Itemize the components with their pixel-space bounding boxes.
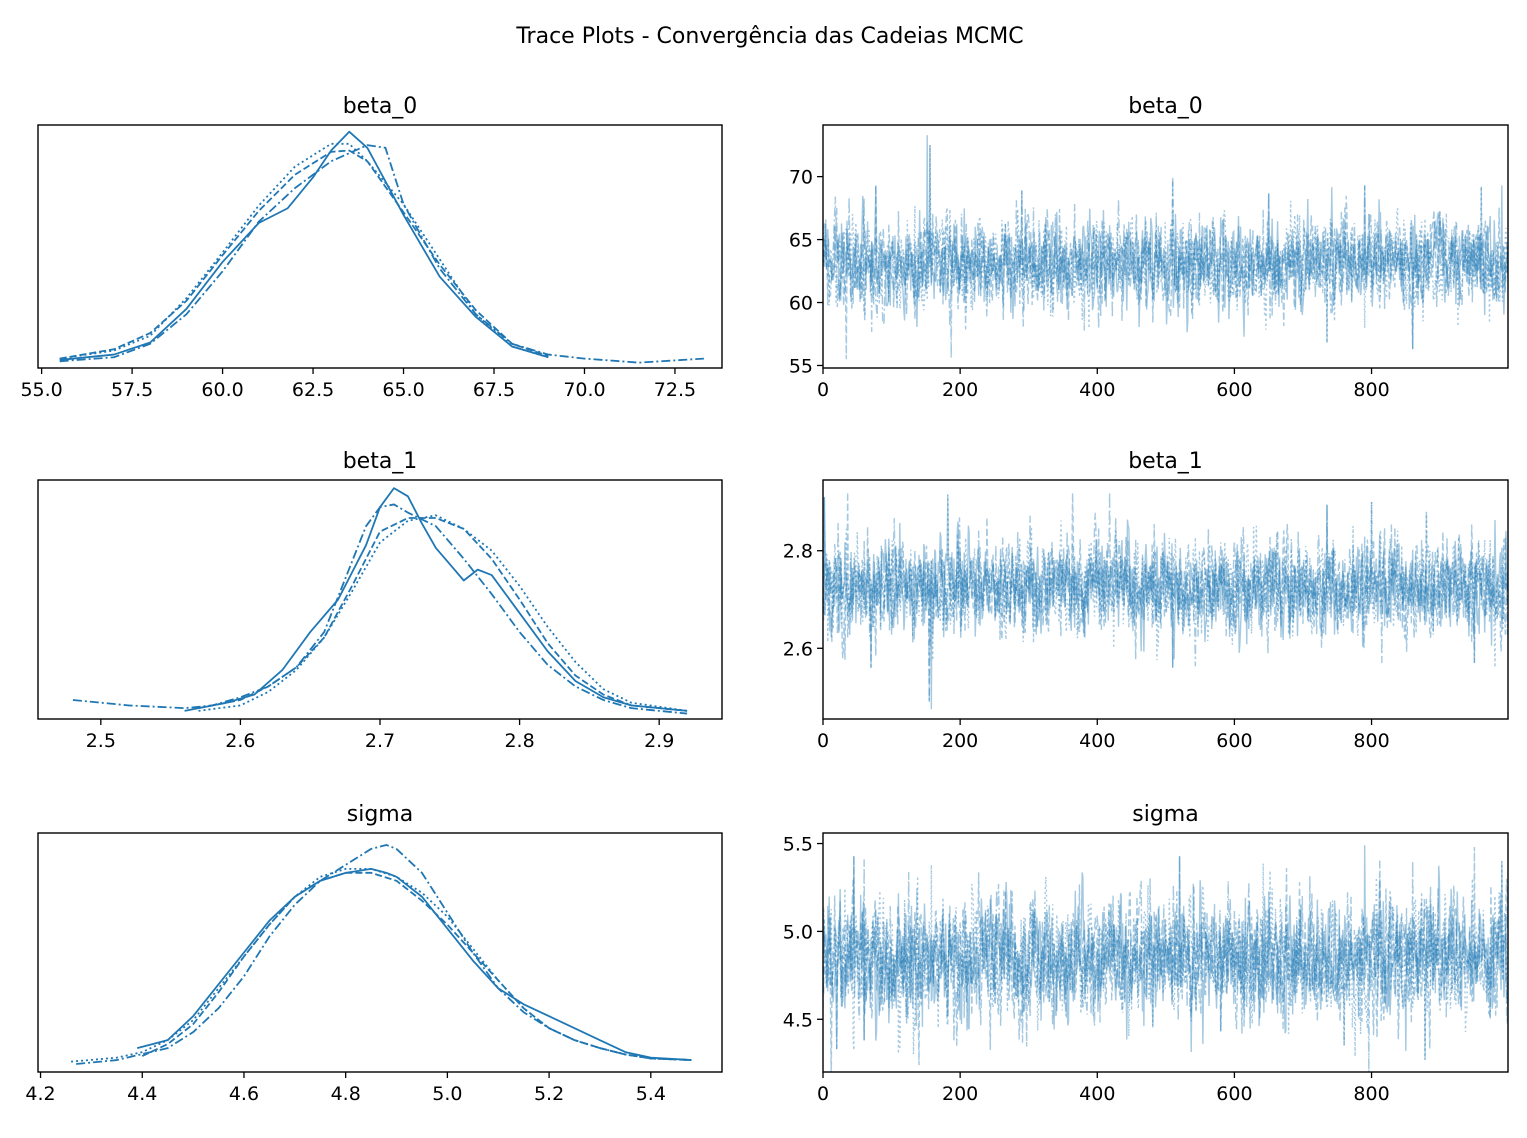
kde-sigma-panel: sigma 4.2 4.4 4.6 4.8 5.0 5.2 5.4 [25, 802, 723, 1105]
kde-beta1-xtick-label: 2.8 [504, 730, 534, 752]
kde-beta0-chain-1 [59, 149, 549, 360]
trace-beta1-chain-0 [823, 494, 1508, 710]
kde-beta1-title: beta_1 [343, 449, 418, 474]
trace-beta0-xtick-label: 0 [817, 379, 829, 401]
kde-sigma-plot-area [70, 844, 692, 1065]
kde-beta0-xtick-label: 70.0 [563, 379, 605, 401]
trace-sigma-xtick-label: 200 [942, 1083, 978, 1105]
trace-sigma-chain-0 [823, 845, 1508, 1052]
trace-sigma-frame [822, 832, 1509, 1073]
trace-beta0-ytick-label: 65 [789, 230, 813, 252]
kde-sigma-xtick-label: 5.2 [534, 1083, 564, 1105]
trace-beta0-plot-area [823, 135, 1508, 360]
trace-beta1-xtick-label: 200 [942, 730, 978, 752]
kde-beta0-xtick-label: 72.5 [654, 379, 696, 401]
kde-beta0-plot-area [59, 130, 704, 364]
kde-beta0-xtick-label: 62.5 [292, 379, 334, 401]
trace-beta1-xtick-label: 0 [817, 730, 829, 752]
trace-sigma-chain-3 [823, 861, 1508, 1060]
kde-sigma-chain-1 [141, 871, 692, 1061]
trace-beta1-ytick-label: 2.8 [783, 541, 813, 563]
trace-sigma-ytick-label: 5.5 [783, 834, 813, 856]
trace-sigma-plot-area [823, 845, 1508, 1072]
kde-beta0-xtick-label: 65.0 [382, 379, 424, 401]
trace-beta0-chain-2 [823, 177, 1508, 358]
trace-sigma-xtick-label: 400 [1079, 1083, 1115, 1105]
trace-sigma-ytick-label: 4.5 [783, 1009, 813, 1031]
kde-beta1-xtick-label: 2.9 [644, 730, 674, 752]
trace-beta1-plot-area [823, 492, 1508, 710]
trace-beta1-chain-3 [823, 494, 1508, 668]
kde-sigma-xtick-label: 4.8 [331, 1083, 361, 1105]
kde-sigma-chain-3 [70, 867, 692, 1063]
kde-sigma-chain-0 [136, 867, 692, 1061]
figure-suptitle: Trace Plots - Convergência das Cadeias M… [515, 24, 1023, 49]
trace-sigma-xtick-label: 600 [1216, 1083, 1252, 1105]
trace-beta0-ytick-label: 70 [789, 167, 813, 189]
kde-beta0-xtick-label: 55.0 [20, 379, 62, 401]
trace-beta1-chain-2 [823, 492, 1508, 702]
trace-beta0-xtick-label: 600 [1216, 379, 1252, 401]
trace-beta1-xtick-label: 600 [1216, 730, 1252, 752]
kde-beta1-chain-1 [198, 517, 688, 712]
kde-beta1-plot-area [72, 487, 688, 715]
kde-beta0-chain-0 [59, 130, 549, 361]
kde-beta0-chain-3 [59, 142, 549, 360]
trace-beta1-frame [822, 479, 1509, 720]
trace-beta0-ytick-label: 55 [789, 355, 813, 377]
kde-beta1-chain-0 [184, 487, 688, 712]
trace-sigma-xtick-label: 0 [817, 1083, 829, 1105]
trace-beta1-title: beta_1 [1128, 449, 1203, 474]
trace-sigma-panel: sigma 0 200 400 600 800 4.5 5.0 5.5 [783, 802, 1509, 1105]
trace-sigma-chain-1 [823, 847, 1508, 1072]
trace-beta1-panel: beta_1 0 200 400 600 800 2.6 2.8 [783, 449, 1509, 752]
kde-sigma-xtick-label: 5.0 [432, 1083, 462, 1105]
kde-sigma-xtick-label: 4.6 [229, 1083, 259, 1105]
kde-sigma-xtick-label: 4.2 [25, 1083, 55, 1105]
kde-beta1-xtick-label: 2.7 [365, 730, 395, 752]
kde-beta1-xtick-label: 2.5 [86, 730, 116, 752]
kde-beta0-panel: beta_0 55.0 57.5 60.0 62.5 65.0 67.5 70.0 72.5 [20, 94, 723, 401]
trace-beta0-frame [822, 124, 1509, 369]
kde-beta0-chain-2 [59, 144, 704, 364]
kde-sigma-chain-2 [76, 844, 692, 1065]
trace-beta0-xtick-label: 800 [1353, 379, 1389, 401]
trace-sigma-xtick-label: 800 [1353, 1083, 1389, 1105]
kde-beta0-xtick-label: 60.0 [201, 379, 243, 401]
trace-beta0-xtick-label: 200 [942, 379, 978, 401]
kde-beta1-panel: beta_1 2.5 2.6 2.7 2.8 2.9 [37, 449, 723, 752]
kde-beta1-chain-2 [72, 503, 688, 715]
kde-beta0-xtick-label: 67.5 [473, 379, 515, 401]
trace-beta1-chain-1 [823, 492, 1508, 702]
trace-beta0-chain-1 [823, 177, 1508, 360]
trace-beta1-xtick-label: 400 [1079, 730, 1115, 752]
trace-beta0-title: beta_0 [1128, 94, 1203, 119]
kde-sigma-frame [37, 832, 723, 1073]
trace-beta0-ytick-label: 60 [789, 293, 813, 315]
trace-beta0-chain-0 [823, 135, 1508, 350]
trace-beta0-panel: beta_0 0 200 400 600 800 55 60 65 70 [789, 94, 1509, 401]
kde-beta0-title: beta_0 [343, 94, 418, 119]
trace-beta1-xtick-label: 800 [1353, 730, 1389, 752]
kde-sigma-xtick-label: 5.4 [636, 1083, 666, 1105]
kde-beta1-chain-3 [198, 514, 688, 712]
trace-sigma-title: sigma [1132, 802, 1198, 827]
trace-sigma-ytick-label: 5.0 [783, 921, 813, 943]
kde-sigma-xtick-label: 4.4 [127, 1083, 157, 1105]
trace-beta0-xtick-label: 400 [1079, 379, 1115, 401]
kde-beta1-xtick-label: 2.6 [225, 730, 255, 752]
trace-beta1-ytick-label: 2.6 [783, 638, 813, 660]
kde-sigma-title: sigma [347, 802, 413, 827]
kde-beta0-frame [37, 124, 723, 369]
kde-beta0-xtick-label: 57.5 [111, 379, 153, 401]
trace-beta0-chain-3 [823, 145, 1508, 343]
kde-beta1-frame [37, 479, 723, 720]
trace-sigma-chain-2 [823, 855, 1508, 1072]
